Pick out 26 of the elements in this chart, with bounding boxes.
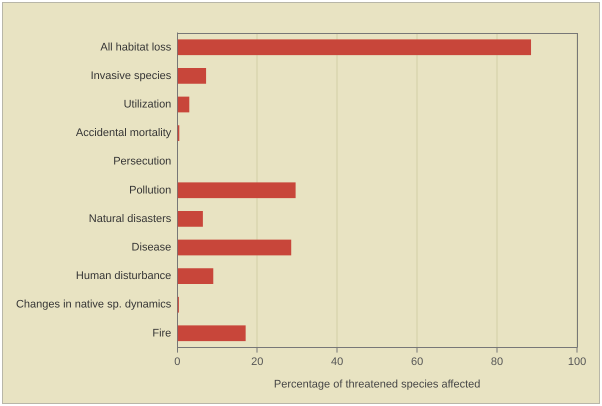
bar <box>178 39 532 56</box>
y-tick-label: Natural disasters <box>88 212 172 225</box>
x-tick-label: 40 <box>331 356 344 368</box>
bar <box>178 325 246 342</box>
bar <box>178 96 190 112</box>
y-tick-label: Invasive species <box>90 70 172 82</box>
y-tick-label: Utilization <box>124 98 172 111</box>
bar <box>178 211 203 227</box>
bar <box>178 240 292 256</box>
y-tick-label: All habitat loss <box>100 41 172 54</box>
x-tick-label: 20 <box>251 356 264 368</box>
x-tick-label: 100 <box>568 356 586 368</box>
y-tick-label: Pollution <box>129 184 172 196</box>
y-tick-label: Persecution <box>113 156 172 168</box>
x-tick-label: 0 <box>174 356 180 368</box>
bar <box>178 182 296 198</box>
y-tick-label: Human disturbance <box>76 270 172 282</box>
x-axis-title: Percentage of threatened species affected <box>274 378 480 390</box>
x-tick-label: 80 <box>490 356 504 368</box>
x-tick-label: 60 <box>410 356 424 368</box>
bar <box>178 268 214 284</box>
y-tick-label: Disease <box>132 242 172 254</box>
y-tick-label: Changes in native sp. dynamics <box>16 298 172 311</box>
y-tick-label: Fire <box>152 327 172 340</box>
y-tick-label: Accidental mortality <box>76 127 172 140</box>
bar <box>178 68 206 84</box>
